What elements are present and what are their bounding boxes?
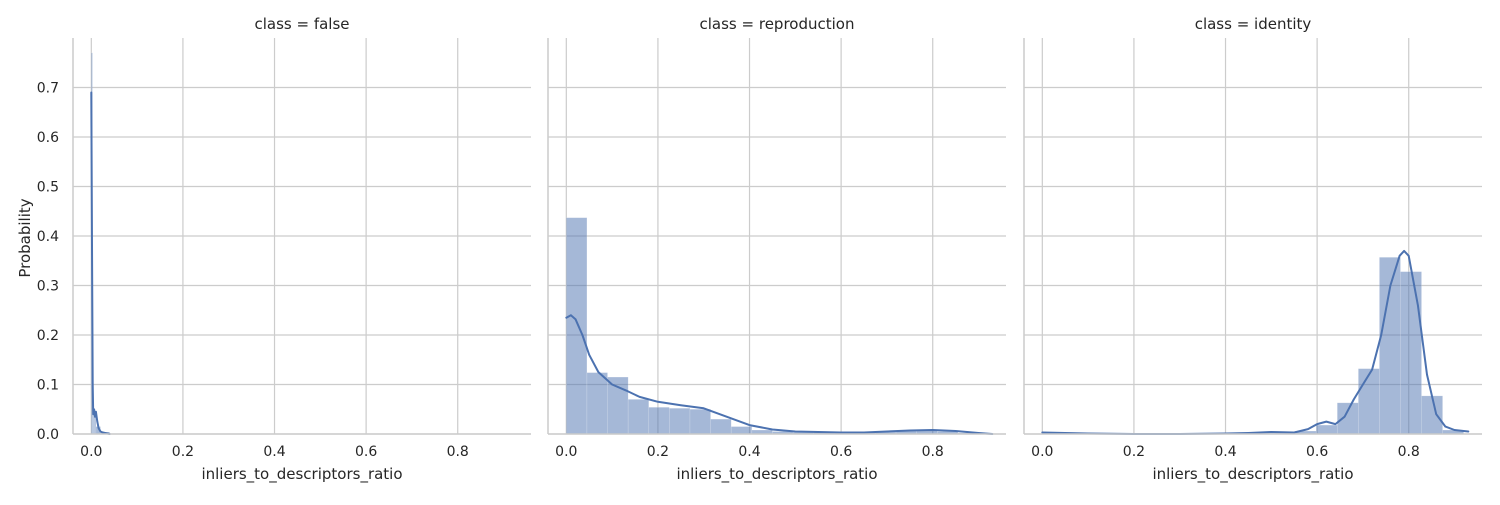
x-tick-label: 0.8 xyxy=(922,444,944,460)
x-tick-label: 0.0 xyxy=(1031,444,1053,460)
y-tick-label: 0.7 xyxy=(37,81,59,97)
histogram-bar xyxy=(1316,425,1337,434)
x-tick-label: 0.0 xyxy=(555,444,577,460)
x-tick-label: 0.4 xyxy=(1214,444,1236,460)
x-tick-label: 0.2 xyxy=(1123,444,1145,460)
x-tick-label: 0.8 xyxy=(1398,444,1420,460)
y-tick-label: 0.0 xyxy=(37,427,59,443)
x-tick-label: 0.6 xyxy=(830,444,852,460)
y-tick-label: 0.4 xyxy=(37,229,59,245)
x-tick-label: 0.6 xyxy=(1306,444,1328,460)
x-tick-label: 0.4 xyxy=(738,444,760,460)
x-tick-label: 0.2 xyxy=(172,444,194,460)
histogram-bar xyxy=(649,407,670,434)
x-tick-label: 0.8 xyxy=(447,444,469,460)
histogram-bar xyxy=(566,218,587,434)
histogram-bar xyxy=(628,399,649,434)
kde-curve xyxy=(91,93,109,435)
x-tick-label: 0.6 xyxy=(355,444,377,460)
y-tick-label: 0.1 xyxy=(37,378,59,394)
facet-panel-1: 0.0 0.1 0.2 0.3 0.4 0.5 0.6 0.7 0.0 0.2 0.4 0.6 0.8 c… xyxy=(37,15,531,484)
histogram-bar xyxy=(731,427,752,434)
y-axis-label: Probability xyxy=(16,198,34,277)
x-axis-label: inliers_to_descriptors_ratio xyxy=(1152,465,1353,484)
x-axis-label: inliers_to_descriptors_ratio xyxy=(676,465,877,484)
panel-title: class = identity xyxy=(1195,15,1312,33)
histogram-bar xyxy=(711,419,732,434)
y-tick-label: 0.5 xyxy=(37,180,59,196)
x-tick-label: 0.4 xyxy=(263,444,285,460)
y-tick-label: 0.2 xyxy=(37,328,59,344)
panel-title: class = false xyxy=(254,15,349,33)
facet-panel-2: 0.0 0.2 0.4 0.6 0.8 class = reproduction inlie… xyxy=(548,15,1006,484)
facet-panel-3: 0.0 0.2 0.4 0.6 0.8 class = identity inliers_t… xyxy=(1024,15,1482,484)
histogram-bar xyxy=(587,373,608,434)
panel-title: class = reproduction xyxy=(700,15,855,33)
x-axis-label: inliers_to_descriptors_ratio xyxy=(201,465,402,484)
histogram-bar xyxy=(1358,369,1379,434)
histogram-bar xyxy=(1422,396,1443,434)
x-tick-label: 0.2 xyxy=(647,444,669,460)
histogram-bar xyxy=(1400,272,1421,434)
histogram-bar xyxy=(690,409,711,434)
histogram-bar xyxy=(669,408,690,434)
y-tick-label: 0.3 xyxy=(37,279,59,295)
x-tick-label: 0.0 xyxy=(80,444,102,460)
y-tick-label: 0.6 xyxy=(37,130,59,146)
histogram-bar xyxy=(608,377,629,434)
histogram-bar xyxy=(1337,403,1358,434)
